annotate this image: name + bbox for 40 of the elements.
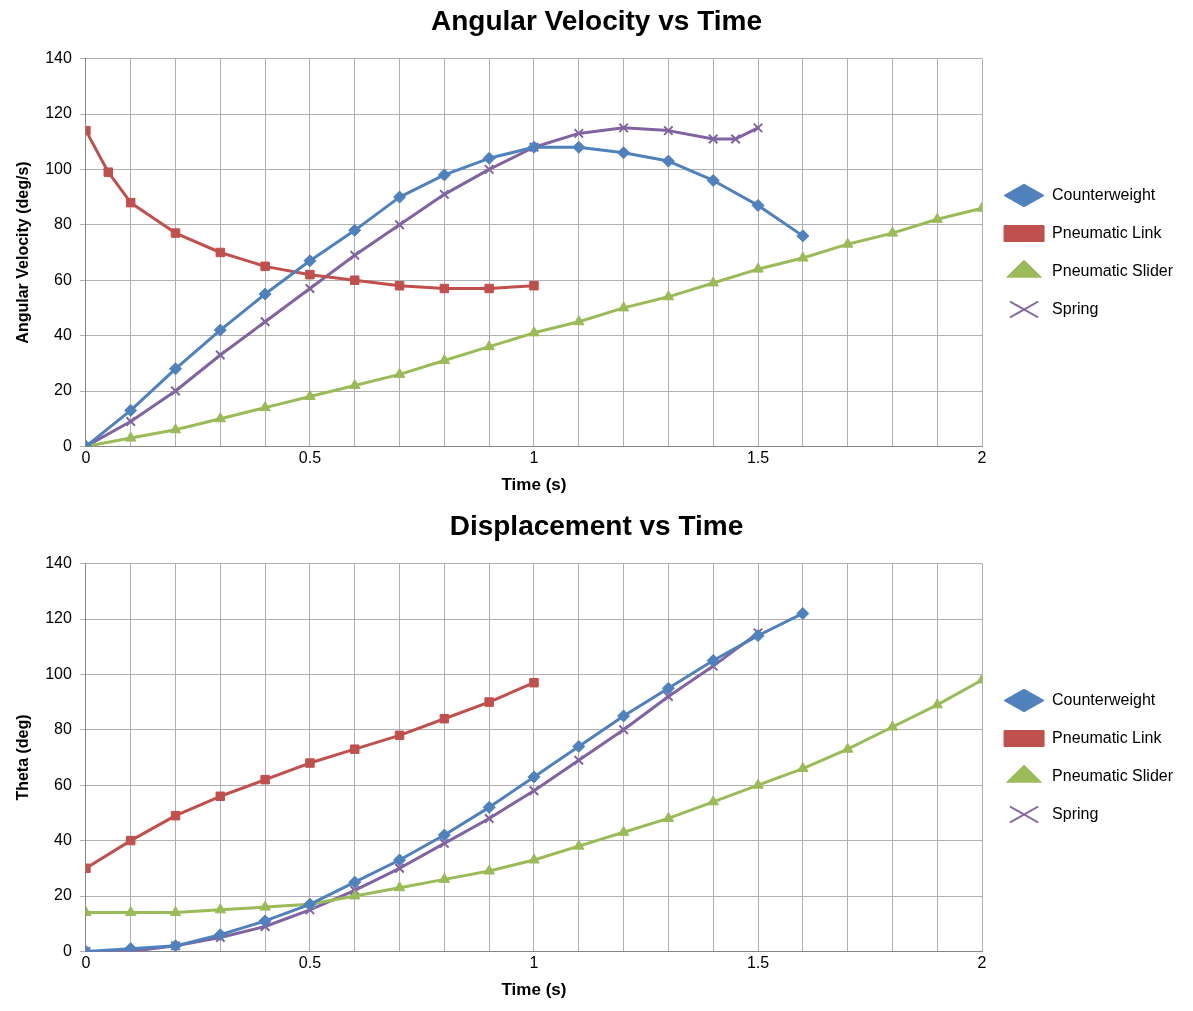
x-tick-label: 1.5 — [746, 954, 770, 972]
y-tick-label: 120 — [45, 609, 72, 627]
y-tick-label: 40 — [54, 831, 72, 849]
x-tick-label: 1 — [529, 449, 539, 467]
x-tick-label: 0 — [81, 449, 91, 467]
y-tick-label: 60 — [54, 270, 72, 288]
y-tick-label: 80 — [54, 215, 72, 233]
y-tick-label: 120 — [45, 104, 72, 122]
chart-title: Displacement vs Time — [449, 509, 744, 541]
y-tick-label: 80 — [54, 720, 72, 738]
y-tick-label: 40 — [54, 326, 72, 344]
x-axis-title: Time (s) — [501, 475, 567, 495]
y-tick-label: 100 — [45, 664, 72, 682]
y-axis-title: Theta (deg) — [14, 714, 32, 801]
y-tick-label: 100 — [45, 159, 72, 177]
x-tick-label: 0.5 — [298, 954, 322, 972]
x-tick-label: 2 — [977, 449, 987, 467]
legend-label: Pneumatic Slider — [1052, 766, 1174, 784]
y-tick-label: 20 — [54, 381, 72, 399]
legend-label: Spring — [1052, 804, 1099, 822]
y-tick-label: 20 — [54, 886, 72, 904]
legend-label: Pneumatic Link — [1052, 728, 1163, 746]
chart-title: Angular Velocity vs Time — [431, 4, 762, 36]
x-tick-label: 0.5 — [298, 449, 322, 467]
x-tick-label: 0 — [81, 954, 91, 972]
y-tick-label: 140 — [45, 49, 72, 67]
y-tick-label: 60 — [54, 775, 72, 793]
y-tick-label: 0 — [62, 436, 72, 454]
legend-label: Spring — [1052, 299, 1099, 317]
legend-label: Counterweight — [1052, 185, 1156, 203]
x-tick-label: 1 — [529, 954, 539, 972]
x-tick-label: 2 — [977, 954, 987, 972]
y-tick-label: 140 — [45, 554, 72, 572]
legend-label: Counterweight — [1052, 690, 1156, 708]
x-tick-label: 1.5 — [746, 449, 770, 467]
legend-label: Pneumatic Slider — [1052, 261, 1174, 279]
legend-label: Pneumatic Link — [1052, 223, 1163, 241]
x-axis-title: Time (s) — [501, 980, 567, 1000]
y-axis-title: Angular Velocity (deg/s) — [14, 161, 32, 344]
y-tick-label: 0 — [62, 941, 72, 959]
